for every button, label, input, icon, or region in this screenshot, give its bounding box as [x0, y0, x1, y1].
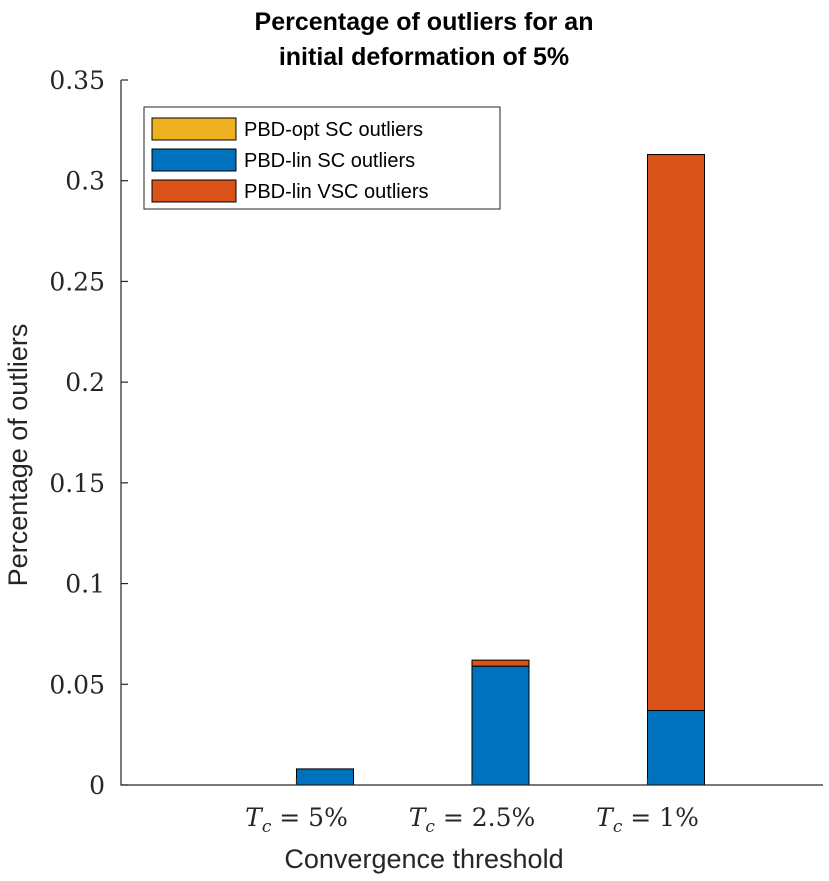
legend-label-pbd-lin-sc: PBD-lin SC outliers [244, 150, 415, 172]
axes-lines [120, 80, 823, 786]
y-tick-label: 0.3 [65, 167, 105, 196]
bar-pbd-lin-sc-outliers-group-3 [647, 709, 705, 786]
x-axis-ticks: Tc = 5% Tc = 2.5% Tc = 1% [245, 778, 699, 837]
chart-title: Percentage of outliers for an initial de… [255, 8, 594, 71]
bar-pbd-lin-sc-outliers-group-2 [471, 665, 530, 786]
y-axis-ticks: 0 0.05 0.1 0.15 0.2 0.25 0.3 0.35 [49, 66, 128, 800]
legend: PBD-opt SC outliers PBD-lin SC outliers … [143, 106, 501, 210]
legend-swatch-pbd-opt-sc [151, 117, 237, 141]
y-tick-label: 0.15 [49, 469, 105, 498]
x-tick-label: Tc = 2.5% [409, 803, 536, 837]
x-tick-label: Tc = 1% [596, 803, 699, 837]
y-tick-label: 0.2 [65, 368, 105, 397]
legend-swatch-pbd-lin-sc [151, 148, 237, 172]
y-tick-label: 0 [89, 771, 105, 800]
plot-area [296, 154, 705, 786]
legend-swatch-pbd-lin-vsc [151, 179, 237, 203]
y-axis-label: Percentage of outliers [3, 324, 33, 587]
legend-label-pbd-opt-sc: PBD-opt SC outliers [244, 119, 423, 141]
x-tick-label: Tc = 5% [245, 803, 348, 837]
chart-title-line-2: initial deformation of 5% [279, 43, 569, 71]
legend-label-pbd-lin-vsc: PBD-lin VSC outliers [244, 181, 429, 203]
chart-title-line-1: Percentage of outliers for an [255, 8, 594, 36]
x-axis-label: Convergence threshold [284, 844, 563, 874]
bar-pbd-lin-vsc-outliers-group-2 [471, 659, 530, 667]
y-tick-label: 0.35 [49, 66, 105, 95]
y-tick-label: 0.05 [49, 670, 105, 699]
bar-pbd-lin-vsc-outliers-group-3 [647, 154, 705, 711]
y-tick-label: 0.1 [65, 570, 105, 599]
bar-pbd-lin-sc-outliers-group-1 [296, 768, 354, 786]
y-tick-label: 0.25 [49, 267, 105, 296]
